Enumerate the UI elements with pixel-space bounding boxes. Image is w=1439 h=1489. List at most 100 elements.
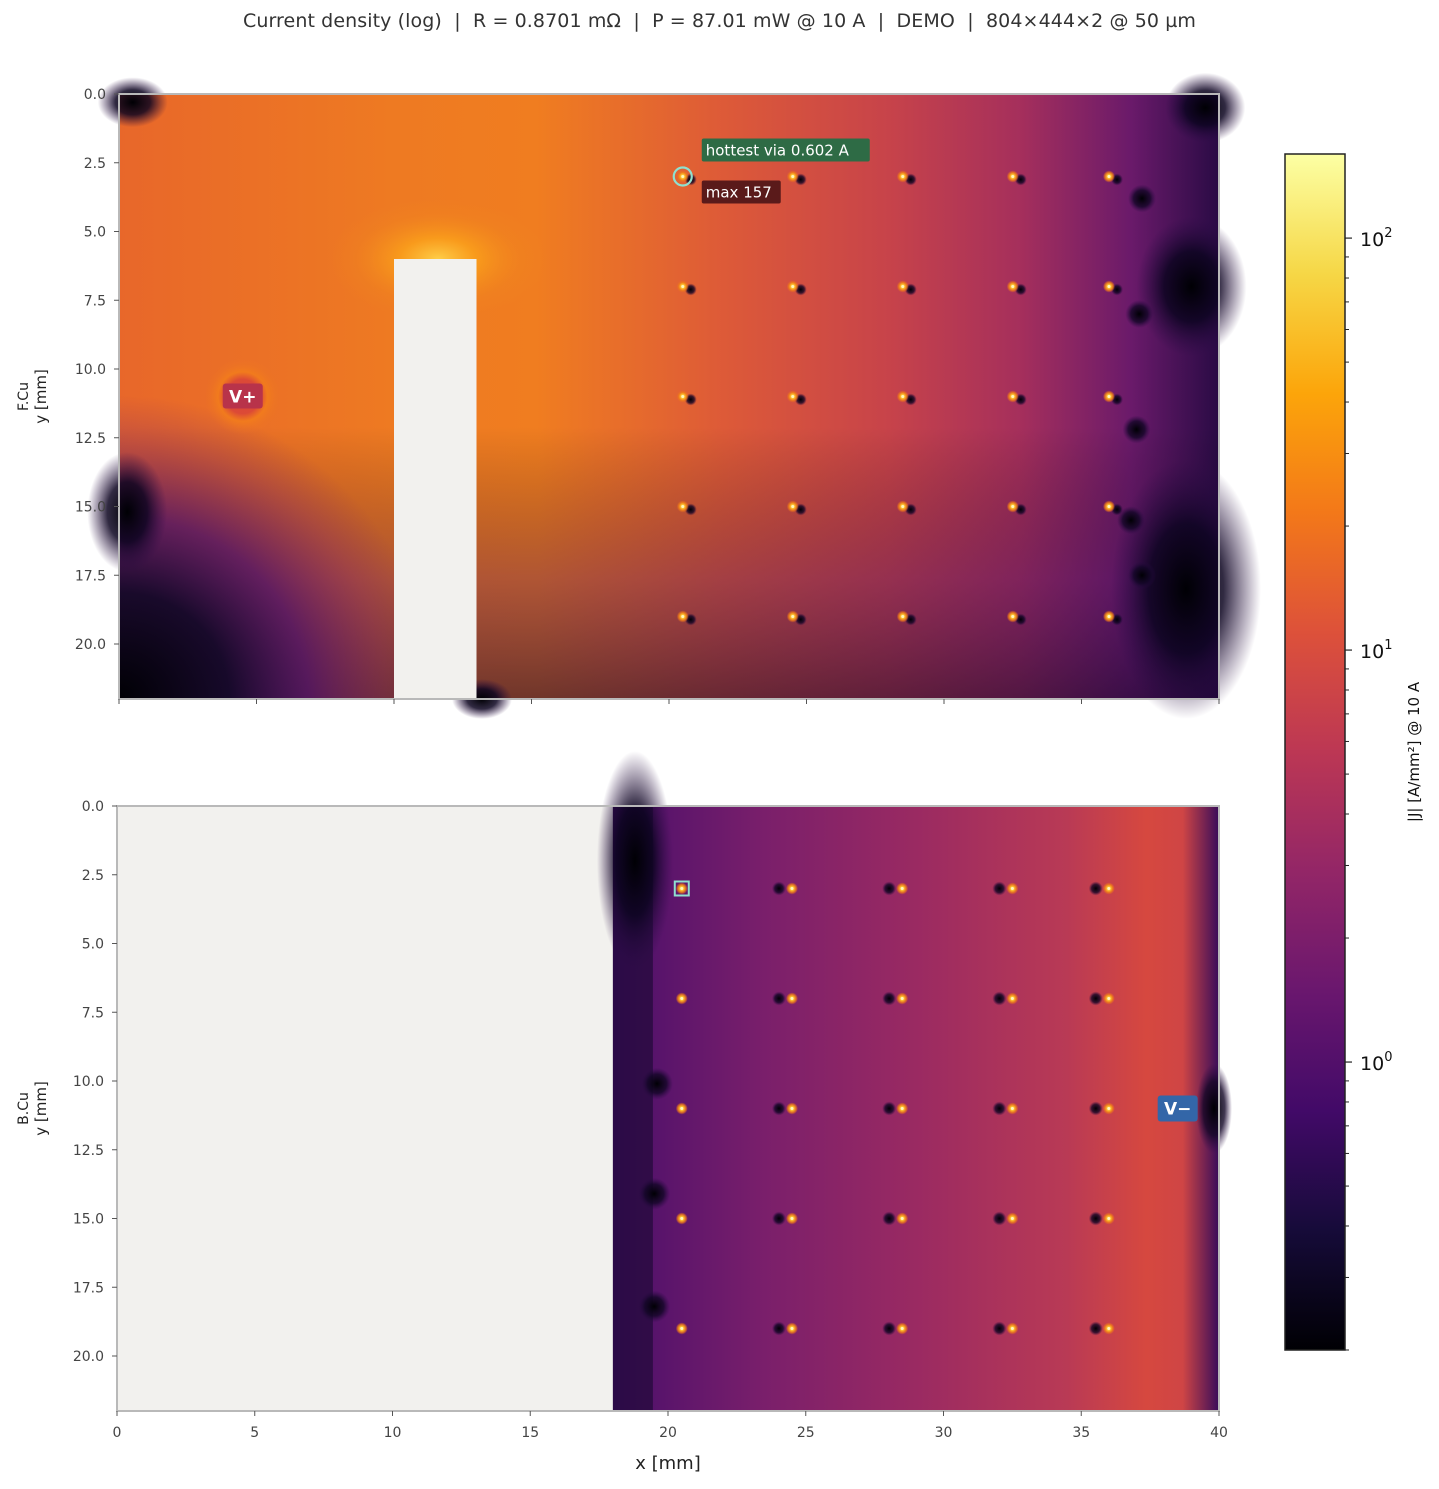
ytick-label: 15.0 <box>75 500 106 516</box>
annotation-max: max 157 <box>701 180 781 204</box>
y-axis-label: F.Cu y [mm] <box>16 369 50 424</box>
via-core <box>1010 997 1014 1000</box>
ytick-label: 7.5 <box>84 293 106 309</box>
xtick-label: 0 <box>113 1425 122 1441</box>
via-core <box>680 1327 684 1330</box>
via-shadow <box>771 881 786 896</box>
vminus-text: V− <box>1164 1100 1191 1120</box>
via-shadow <box>992 881 1007 896</box>
low-density-spot <box>1165 72 1246 143</box>
via-shadow <box>992 1211 1007 1226</box>
via-core <box>1010 1327 1014 1330</box>
ytick-label: 12.5 <box>75 431 106 447</box>
via-core <box>900 887 904 890</box>
via-core <box>791 395 795 398</box>
colorbar: 102 101 100 |J| [A/mm²] @ 10 A <box>1284 153 1423 1351</box>
panel-fcu: V+ hottest via 0.602 A max 157 0.0 2.5 5.0 7.5… <box>16 72 1261 719</box>
annotation-badge <box>701 138 870 162</box>
vminus-label: V− <box>1157 1095 1198 1122</box>
xtick-label: 25 <box>797 1425 815 1441</box>
via-core <box>900 1327 904 1330</box>
ytick-label: 10.0 <box>73 1074 104 1090</box>
vplus-label: V+ <box>222 383 263 409</box>
via-core <box>1107 615 1111 618</box>
via-core <box>901 505 905 508</box>
via-core <box>681 615 685 618</box>
vminus-badge <box>1157 1095 1198 1122</box>
via-core <box>901 285 905 288</box>
xtick-label: 15 <box>521 1425 539 1441</box>
ytick-label: 17.5 <box>75 568 106 584</box>
via-core <box>681 395 685 398</box>
via-core <box>1107 505 1111 508</box>
dark-spot <box>638 1177 671 1210</box>
via-core <box>1107 887 1111 890</box>
via-shadow <box>882 1101 897 1116</box>
xtick-label: 30 <box>935 1425 953 1441</box>
ytick-label: 20.0 <box>73 1349 104 1365</box>
layer-label: F.Cu <box>16 382 32 411</box>
figure-title: Current density (log) | R = 0.8701 mΩ | … <box>242 10 1197 32</box>
via-core <box>1011 505 1015 508</box>
sink-edge-shade <box>1196 1063 1232 1154</box>
low-density-region <box>1136 216 1247 357</box>
dark-spot <box>1125 300 1154 328</box>
via-core <box>1011 615 1015 618</box>
ytick-label: 2.5 <box>84 156 106 172</box>
colorbar-gradient <box>1284 153 1346 1351</box>
xtick-label: 20 <box>659 1425 677 1441</box>
ytick-label: 5.0 <box>84 225 106 241</box>
via-core <box>1107 1107 1111 1110</box>
xtick-label: 40 <box>1210 1425 1228 1441</box>
via-core <box>791 615 795 618</box>
via-core <box>791 285 795 288</box>
via-shadow <box>1088 1321 1103 1336</box>
colorbar-label-group: |J| [A/mm²] @ 10 A <box>1405 681 1423 822</box>
via-core <box>900 997 904 1000</box>
via-core <box>791 505 795 508</box>
via-core <box>680 997 684 1000</box>
annotation-badge <box>701 180 781 204</box>
via-shadow <box>882 991 897 1006</box>
annotation-text: max 157 <box>706 184 772 202</box>
ytick-label: 0.0 <box>84 87 106 103</box>
ytick-label: 17.5 <box>73 1280 104 1296</box>
dark-spot <box>1128 561 1156 590</box>
via-core <box>1107 1327 1111 1330</box>
ytick-label: 5.0 <box>82 937 104 953</box>
colorbar-tick-label: 101 <box>1360 638 1392 663</box>
colorbar-label: |J| [A/mm²] @ 10 A <box>1405 681 1423 822</box>
via-shadow <box>771 1211 786 1226</box>
ytick-label: 0.0 <box>82 799 104 815</box>
via-core <box>1010 1107 1014 1110</box>
vplus-text: V+ <box>229 388 256 408</box>
low-density-region <box>1111 459 1261 719</box>
hottest-via-marker <box>672 166 693 187</box>
y-axis-label: B.Cu y [mm] <box>16 1081 50 1136</box>
dark-spot <box>1117 506 1145 535</box>
ytick-label: 15.0 <box>73 1212 104 1228</box>
via-core <box>790 887 794 890</box>
via-core <box>1107 1217 1111 1220</box>
ytick-label: 12.5 <box>73 1143 104 1159</box>
xlabel: x [mm] <box>635 1453 701 1474</box>
copper-cutout <box>394 259 477 699</box>
via-shadow <box>1088 1101 1103 1116</box>
via-core <box>680 1107 684 1110</box>
via-shadow <box>992 1321 1007 1336</box>
via-shadow <box>992 991 1007 1006</box>
via-core <box>790 1327 794 1330</box>
low-density-region <box>596 751 673 971</box>
via-core <box>1011 175 1015 178</box>
colorbar-tick-label: 102 <box>1360 226 1392 251</box>
via-core <box>680 887 684 890</box>
ytick-label: 20.0 <box>75 637 106 653</box>
dark-spot <box>640 1067 673 1100</box>
xtick-label: 35 <box>1072 1425 1090 1441</box>
dark-spot <box>638 1290 671 1323</box>
via-shadow <box>771 991 786 1006</box>
via-shadow <box>882 1211 897 1226</box>
annotation-hottest: hottest via 0.602 A <box>701 138 870 162</box>
annotation-text: hottest via 0.602 A <box>706 142 850 160</box>
low-density-spot <box>97 77 168 128</box>
